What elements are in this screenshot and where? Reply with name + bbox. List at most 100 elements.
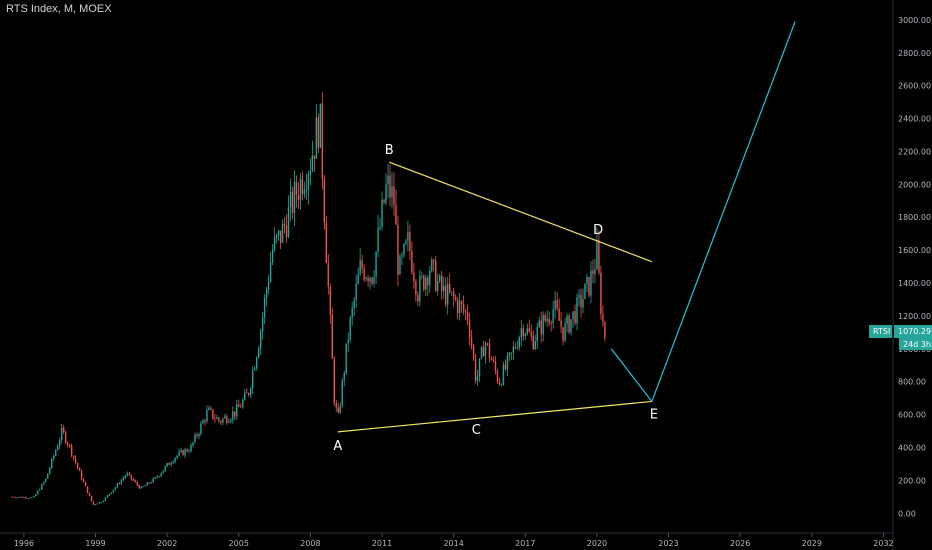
candle-body [600, 272, 602, 315]
candle-body [186, 449, 188, 452]
candle-body [240, 406, 242, 408]
candle-body [558, 308, 560, 321]
candle-body [405, 240, 407, 245]
candle-body [265, 289, 268, 298]
candle-body [299, 178, 302, 200]
badge-symbol-bg [869, 325, 892, 338]
candle-body [532, 335, 534, 350]
candle-body [429, 270, 431, 286]
candle-body [556, 300, 558, 309]
y-tick-label: 2600.00 [898, 82, 931, 91]
candle-body [365, 277, 367, 280]
candle-body [271, 249, 274, 263]
y-tick-label: 1600.00 [898, 246, 931, 255]
projection-up-line [651, 21, 796, 402]
candle-body [13, 496, 15, 498]
candle-body [297, 194, 300, 200]
candle-body [546, 318, 548, 321]
candle-body [238, 404, 240, 407]
x-tick-label: 2014 [443, 539, 463, 548]
candle-body [484, 343, 487, 357]
candle-body [236, 404, 238, 417]
candle-body [303, 190, 306, 195]
candle-body [307, 174, 310, 190]
candle-body [586, 277, 588, 284]
candle-body [158, 476, 160, 478]
candle-body [566, 315, 568, 324]
badge-countdown: 24d 3h [903, 340, 931, 349]
candle-body [142, 486, 144, 488]
candle-body [228, 421, 230, 423]
y-tick-label: 0.00 [898, 509, 916, 518]
candle-body [369, 277, 371, 282]
candle-body [351, 307, 353, 318]
candle-body [86, 486, 89, 494]
candle-body [383, 199, 385, 203]
candle-body [257, 348, 260, 358]
candle-body [150, 482, 152, 484]
x-tick-label: 2032 [873, 539, 893, 548]
candle-body [538, 320, 540, 328]
candle-body [494, 360, 497, 371]
candle-body [98, 502, 101, 504]
candle-body [450, 291, 453, 293]
candle-body [576, 297, 578, 324]
candle-body [584, 283, 586, 299]
candle-body [367, 277, 369, 282]
candle-body [399, 256, 401, 275]
candle-body [295, 181, 298, 195]
candle-body [478, 358, 481, 377]
y-tick-label: 1400.00 [898, 279, 931, 288]
candle-body [578, 295, 580, 298]
x-tick-label: 1996 [14, 539, 34, 548]
y-tick-label: 2800.00 [898, 49, 931, 58]
candle-body [277, 230, 280, 236]
candle-body [43, 482, 45, 485]
candle-body [391, 186, 393, 198]
candle-body [148, 482, 150, 484]
candles [11, 92, 606, 506]
candle-body [357, 274, 359, 285]
candle-body [66, 442, 69, 445]
y-tick-label: 2000.00 [898, 180, 931, 189]
candle-body [550, 322, 552, 324]
candle-body [594, 268, 596, 275]
candle-body [433, 259, 435, 262]
candle-body [194, 434, 196, 443]
candle-body [246, 392, 248, 394]
candle-body [417, 294, 419, 302]
candle-body [33, 496, 35, 498]
candle-body [536, 327, 538, 341]
candle-body [456, 299, 459, 314]
candle-body [196, 434, 198, 437]
candle-body [250, 388, 252, 395]
candle-body [35, 494, 37, 497]
projection-down-line [610, 348, 653, 402]
candle-body [443, 285, 445, 291]
candle-body [309, 170, 312, 175]
candle-body [460, 301, 463, 304]
candle-body [253, 368, 256, 371]
candle-body [62, 427, 65, 432]
candle-body [47, 473, 49, 479]
candle-body [291, 191, 294, 213]
candle-body [381, 199, 383, 228]
chart-title: RTS Index, M, MOEX [6, 3, 112, 15]
drawings [337, 21, 796, 433]
candle-body [255, 357, 258, 369]
candle-body [329, 286, 331, 315]
candle-body [602, 314, 604, 322]
x-tick-label: 2005 [229, 539, 249, 548]
candle-body [136, 481, 138, 486]
triangle-upper-line [388, 161, 653, 263]
candle-body [588, 277, 590, 296]
candle-body [474, 357, 477, 381]
candle-body [285, 225, 288, 237]
candle-body [140, 486, 142, 489]
candle-body [560, 320, 562, 328]
candle-body [389, 175, 391, 198]
candle-body [413, 272, 415, 282]
candle-body [220, 420, 222, 423]
candle-body [518, 337, 521, 348]
